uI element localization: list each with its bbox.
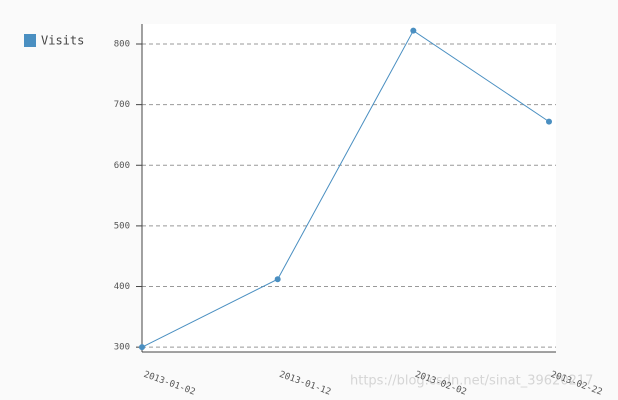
y-tick-label: 600 — [114, 161, 130, 171]
legend-label: Visits — [41, 34, 84, 48]
y-tick-label: 500 — [114, 221, 130, 231]
point — [274, 276, 281, 283]
plot-area — [142, 24, 556, 352]
watermark: https://blog.csdn.net/sinat_39620217 — [350, 374, 593, 389]
x-tick-label: 2013-01-02 — [142, 370, 196, 398]
point — [546, 118, 552, 125]
x-tick-label: 2013-01-12 — [278, 370, 332, 398]
point — [139, 344, 145, 351]
y-tick-label: 700 — [114, 100, 130, 110]
y-tick-label: 300 — [114, 343, 130, 353]
line — [141, 29, 550, 348]
y-tick-label: 400 — [114, 282, 130, 292]
y-tick-label: 800 — [114, 40, 130, 50]
point — [410, 27, 417, 34]
legend-swatch — [24, 34, 36, 47]
